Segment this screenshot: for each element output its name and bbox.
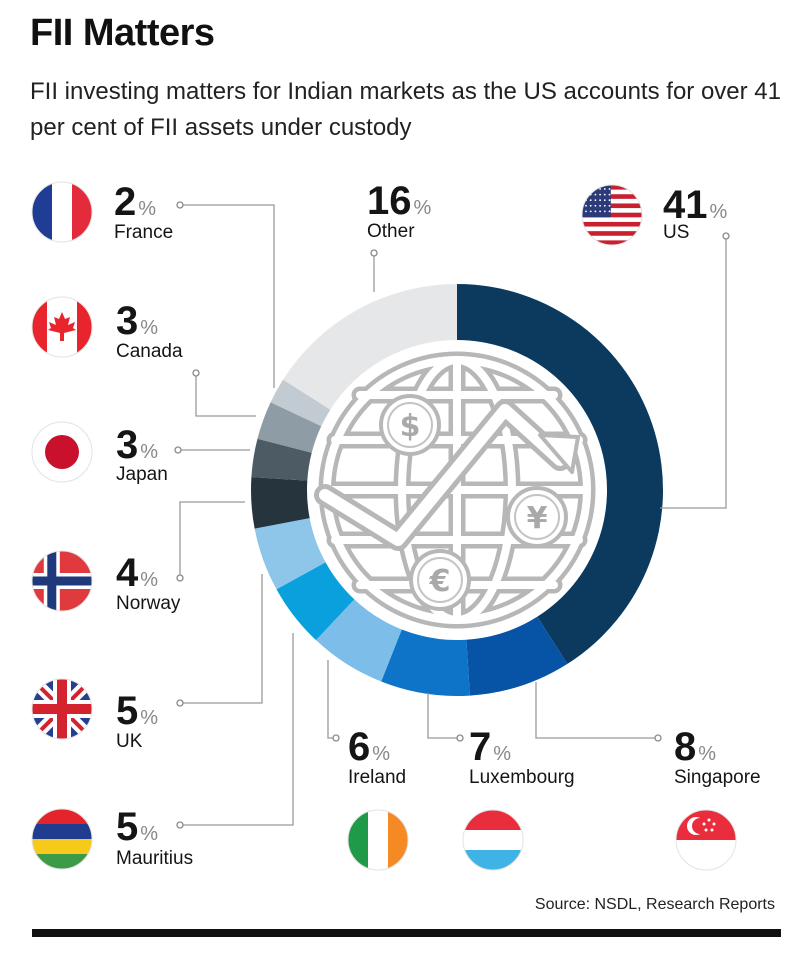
value-label-uk: 5% <box>116 689 158 733</box>
leader-dot-canada <box>192 369 200 377</box>
value-label-japan: 3% <box>116 423 158 467</box>
country-label-france: France <box>114 222 173 243</box>
leader-canada <box>195 373 256 417</box>
leader-luxembourg <box>427 693 460 739</box>
leader-lines <box>174 201 730 829</box>
leader-singapore <box>535 682 658 739</box>
leader-dot-us <box>722 232 730 240</box>
svg-text:¥: ¥ <box>527 501 548 536</box>
leader-dot-singapore <box>654 734 662 742</box>
value-label-other: 16% <box>367 179 432 223</box>
leader-dot-ireland <box>332 734 340 742</box>
slice-ireland <box>315 599 402 682</box>
value-label-france: 2% <box>114 180 156 224</box>
value-label-norway: 4% <box>116 551 158 595</box>
country-label-singapore: Singapore <box>674 767 761 788</box>
country-label-other: Other <box>367 221 415 242</box>
donut-slices <box>251 284 664 696</box>
ireland-flag-icon <box>348 810 408 870</box>
slice-norway <box>251 477 310 529</box>
leader-us <box>660 236 727 509</box>
leader-dot-japan <box>174 446 182 454</box>
value-label-us: 41% <box>663 183 728 227</box>
uk-flag-icon <box>32 679 92 739</box>
leader-norway <box>179 501 245 578</box>
country-label-japan: Japan <box>116 464 168 485</box>
us-flag-icon <box>582 185 642 245</box>
page-subtitle: FII investing matters for Indian markets… <box>30 78 781 141</box>
globe-with-currency-icon: $ ¥ € <box>314 351 596 629</box>
bottom-rule <box>32 929 781 937</box>
slice-france <box>270 379 331 427</box>
country-label-canada: Canada <box>116 341 183 362</box>
leader-dot-other <box>370 249 378 257</box>
value-label-luxembourg: 7% <box>469 725 511 769</box>
slice-uk <box>254 518 326 590</box>
leader-mauritius <box>180 633 294 826</box>
slice-luxembourg <box>381 629 470 696</box>
value-label-singapore: 8% <box>674 725 716 769</box>
mauritius-flag-icon <box>32 809 92 869</box>
svg-text:€: € <box>429 564 451 599</box>
leader-france <box>180 204 275 388</box>
leader-ireland <box>327 660 336 739</box>
slice-other <box>283 284 457 410</box>
leader-uk <box>180 574 263 704</box>
slice-mauritius <box>276 562 355 641</box>
country-label-us: US <box>663 222 689 243</box>
slice-us <box>457 284 664 664</box>
source-note: Source: NSDL, Research Reports <box>534 896 775 913</box>
leader-dot-norway <box>176 574 184 582</box>
value-label-canada: 3% <box>116 299 158 343</box>
svg-text:$: $ <box>400 409 421 444</box>
country-label-norway: Norway <box>116 593 181 614</box>
japan-flag-icon <box>32 422 92 482</box>
slice-japan <box>251 438 312 481</box>
slice-singapore <box>466 616 568 696</box>
country-label-luxembourg: Luxembourg <box>469 767 575 788</box>
slice-canada <box>257 402 322 453</box>
page-title: FII Matters <box>30 12 215 54</box>
luxembourg-flag-icon <box>463 810 523 870</box>
country-label-ireland: Ireland <box>348 767 406 788</box>
value-label-ireland: 6% <box>348 725 390 769</box>
flags <box>31 181 737 871</box>
norway-flag-icon <box>32 551 92 611</box>
country-label-mauritius: Mauritius <box>116 848 193 869</box>
value-label-mauritius: 5% <box>116 805 158 849</box>
leader-dot-uk <box>176 699 184 707</box>
country-label-uk: UK <box>116 731 143 752</box>
leader-dot-mauritius <box>176 821 184 829</box>
leader-dot-france <box>176 201 184 209</box>
leader-dot-luxembourg <box>456 734 464 742</box>
france-flag-icon <box>32 182 92 242</box>
